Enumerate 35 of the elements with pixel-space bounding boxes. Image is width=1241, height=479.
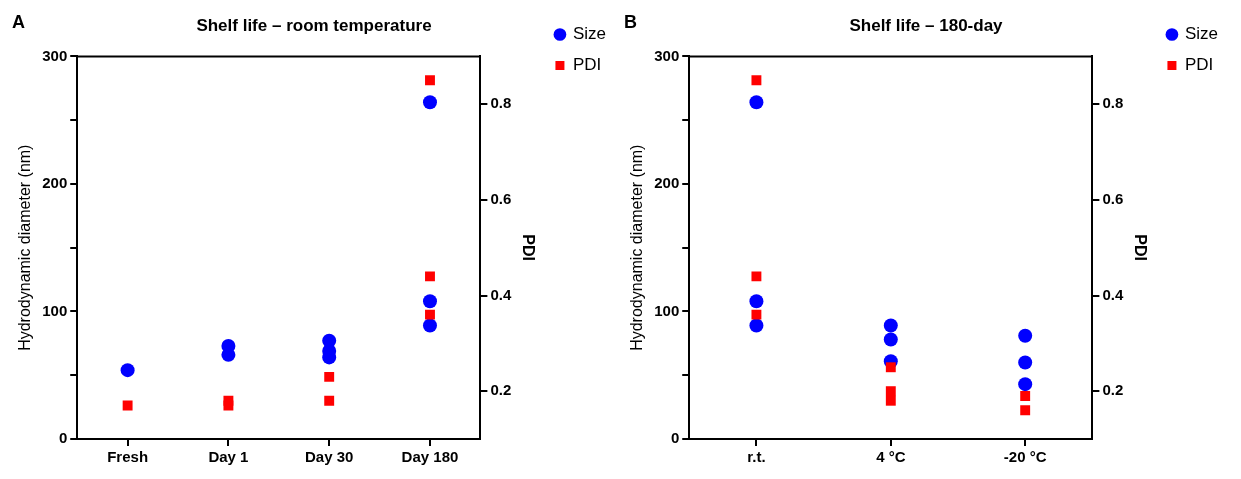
y-tick-label: 100 bbox=[654, 301, 680, 319]
x-tick-label: -20 °C bbox=[1003, 448, 1047, 466]
y-tick-label: 300 bbox=[42, 46, 68, 64]
y-tick-label: 300 bbox=[654, 46, 680, 64]
y2-axis-title: PDI bbox=[520, 234, 538, 262]
y2-tick-label: 0.2 bbox=[490, 381, 512, 399]
y-tick-label: 200 bbox=[42, 174, 68, 192]
x-tick-label: Day 1 bbox=[208, 448, 249, 466]
y2-tick-label: 0.4 bbox=[1102, 285, 1124, 303]
y-tick-label: 0 bbox=[670, 429, 680, 447]
y-tick-label: 200 bbox=[654, 174, 680, 192]
x-tick-label: 4 °C bbox=[876, 448, 906, 466]
x-tick-label: Fresh bbox=[107, 448, 149, 466]
x-tick-label: Day 30 bbox=[305, 448, 354, 466]
y2-tick-label: 0.4 bbox=[490, 285, 512, 303]
chart-title: Shelf life – 180-day bbox=[849, 15, 1004, 35]
legend-label: Size bbox=[1184, 24, 1219, 44]
y-tick-label: 0 bbox=[58, 429, 68, 447]
text: A bbox=[12, 11, 25, 32]
y-axis-title: Hydrodynamic diameter (nm) bbox=[16, 144, 34, 351]
legend-label: PDI bbox=[572, 55, 602, 75]
x-tick-label: r.t. bbox=[747, 448, 766, 466]
chart-title: Shelf life – room temperature bbox=[196, 15, 432, 35]
text: B bbox=[624, 11, 637, 32]
y-tick-label: 100 bbox=[42, 301, 68, 319]
legend-label: PDI bbox=[1184, 55, 1214, 75]
y2-axis-title: PDI bbox=[1132, 234, 1150, 262]
y2-tick-label: 0.6 bbox=[1102, 190, 1124, 208]
x-tick-label: Day 180 bbox=[401, 448, 459, 466]
legend-label: Size bbox=[572, 24, 607, 44]
y2-tick-label: 0.8 bbox=[490, 94, 512, 112]
y-axis-title: Hydrodynamic diameter (nm) bbox=[628, 144, 646, 351]
y2-tick-label: 0.6 bbox=[490, 190, 512, 208]
y2-tick-label: 0.8 bbox=[1102, 94, 1124, 112]
y2-tick-label: 0.2 bbox=[1102, 381, 1124, 399]
